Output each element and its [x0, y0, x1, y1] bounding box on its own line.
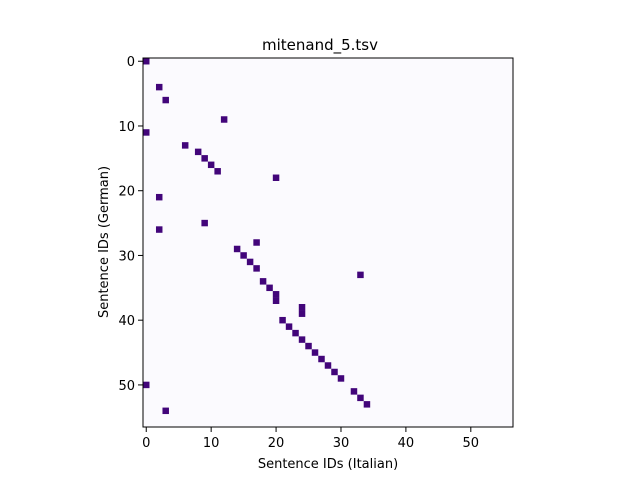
heatmap-cell [266, 284, 273, 292]
plot-background [143, 58, 513, 427]
heatmap-cell [285, 323, 293, 330]
heatmap-cell [331, 368, 338, 376]
y-tick-label: 30 [118, 249, 135, 264]
heatmap-cell [337, 375, 345, 382]
heatmap-cell [357, 271, 364, 279]
heatmap-cell [233, 245, 241, 253]
heatmap-cells [143, 58, 371, 415]
heatmap-cell [155, 83, 163, 91]
heatmap-cell [253, 239, 260, 246]
heatmap-cell [272, 297, 280, 304]
heatmap-cell [181, 142, 189, 149]
heatmap-cell [350, 388, 358, 395]
y-tick-label: 10 [118, 120, 135, 135]
plot-frame [142, 57, 514, 428]
y-axis-label: Sentence IDs (German) [97, 166, 112, 318]
x-axis-ticks: 0 10 20 30 40 50 [142, 427, 479, 451]
heatmap-cell [272, 291, 280, 298]
x-tick-label: 10 [203, 436, 220, 451]
heatmap-cell [298, 304, 306, 311]
heatmap-cell [298, 310, 306, 317]
heatmap-cell [207, 161, 215, 169]
heatmap-cell [143, 381, 150, 389]
heatmap-cell [155, 226, 163, 233]
heatmap-cell [272, 174, 280, 181]
heatmap-cell [357, 394, 364, 402]
heatmap-cell [194, 148, 202, 156]
y-tick-label: 20 [118, 185, 135, 200]
x-tick-label: 30 [333, 436, 350, 451]
heatmap-cell [240, 252, 247, 259]
x-axis-label: Sentence IDs (Italian) [258, 457, 398, 472]
heatmap-cell [143, 58, 150, 65]
heatmap-cell [292, 329, 299, 337]
heatmap-cell [155, 193, 163, 201]
x-tick-label: 20 [268, 436, 285, 451]
heatmap-cell [201, 155, 208, 162]
heatmap-cell [246, 258, 254, 266]
heatmap-cell [143, 129, 150, 136]
heatmap-cell [253, 265, 260, 272]
heatmap-cell [214, 168, 221, 175]
heatmap-cell [311, 349, 319, 356]
x-tick-label: 0 [142, 436, 150, 451]
y-tick-label: 40 [118, 314, 135, 329]
heatmap-cell [298, 336, 306, 343]
x-tick-label: 50 [463, 436, 480, 451]
y-axis-ticks: 0 10 20 30 40 50 [118, 55, 143, 394]
heatmap-cell [324, 362, 332, 369]
y-tick-label: 0 [127, 55, 135, 70]
x-tick-label: 40 [398, 436, 415, 451]
heatmap-cell [318, 355, 325, 363]
heatmap-cell [259, 278, 267, 285]
heatmap-cell [279, 316, 286, 324]
heatmap-cell [305, 342, 312, 350]
heatmap-cell [201, 219, 208, 227]
heatmap-cell [363, 401, 371, 408]
heatmap-cell [220, 116, 228, 123]
chart-title: mitenand_5.tsv [262, 36, 378, 55]
heatmap-cell [162, 96, 169, 104]
y-tick-label: 50 [118, 379, 135, 394]
heatmap-cell [162, 407, 169, 415]
